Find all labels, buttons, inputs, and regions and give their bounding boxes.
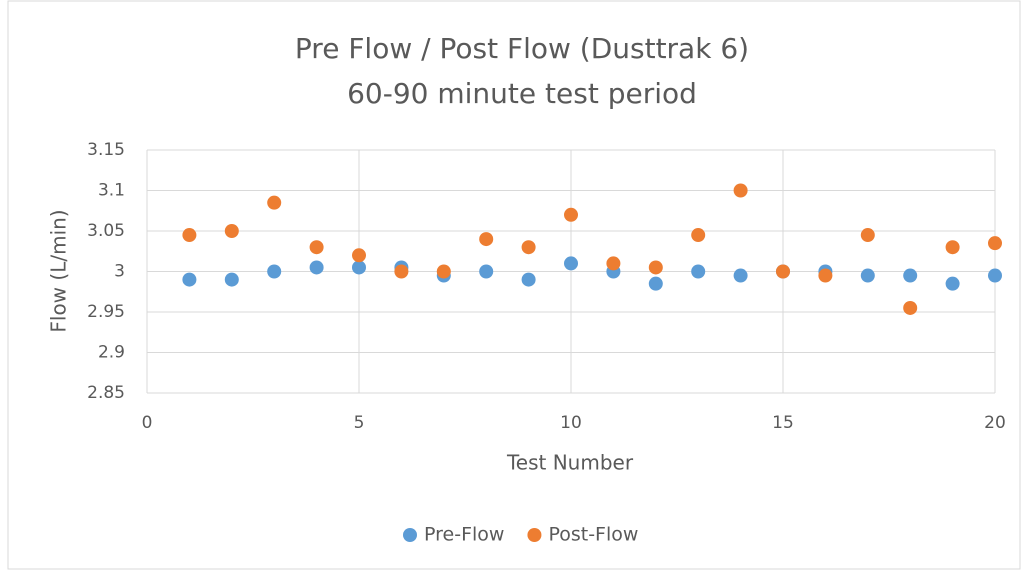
x-tick-label: 20 (984, 413, 1006, 433)
data-point (860, 228, 875, 243)
data-point (860, 268, 875, 283)
data-point (267, 195, 282, 210)
data-point (182, 228, 197, 243)
data-point (733, 183, 748, 198)
data-point (267, 264, 282, 279)
data-point (224, 272, 239, 287)
data-point (691, 264, 706, 279)
data-point (903, 268, 918, 283)
data-point (606, 256, 621, 271)
y-tick-label: 3.15 (87, 140, 125, 160)
data-point (818, 268, 833, 283)
data-point (352, 248, 366, 263)
data-point (988, 268, 1002, 283)
data-point (479, 232, 494, 247)
data-point (776, 264, 790, 279)
data-point (945, 240, 960, 255)
data-point (309, 240, 324, 255)
data-point (182, 272, 197, 287)
x-tick-label: 5 (354, 413, 365, 433)
y-tick-label: 2.9 (98, 343, 125, 363)
data-point (564, 207, 578, 222)
data-point (479, 264, 494, 279)
legend-label: Pre-Flow (424, 524, 504, 546)
data-point (394, 264, 409, 279)
data-point (352, 260, 366, 275)
data-point (521, 272, 536, 287)
y-tick-label: 3 (114, 262, 125, 282)
data-point (224, 224, 239, 238)
data-point (436, 264, 451, 279)
data-point (988, 236, 1002, 251)
data-point (564, 256, 578, 271)
x-tick-label: 10 (560, 413, 582, 433)
x-axis-label: Test Number (506, 451, 634, 475)
data-point (521, 240, 536, 255)
legend-marker (403, 528, 417, 542)
data-point (309, 260, 324, 275)
y-axis-label: Flow (L/min) (47, 209, 71, 332)
y-tick-label: 2.95 (87, 302, 125, 322)
y-tick-label: 3.05 (87, 221, 125, 241)
data-point (903, 300, 918, 315)
chart-title: Pre Flow / Post Flow (Dusttrak 6) (295, 32, 749, 65)
data-point (691, 228, 706, 243)
legend-marker (527, 528, 542, 542)
x-tick-label: 15 (772, 413, 794, 433)
data-point (648, 260, 663, 275)
data-point (648, 276, 663, 291)
y-tick-label: 2.85 (87, 383, 125, 403)
data-point (945, 276, 960, 291)
legend-label: Post-Flow (548, 524, 638, 546)
data-point (733, 268, 748, 283)
x-tick-label: 0 (142, 413, 153, 433)
chart-subtitle: 60-90 minute test period (347, 77, 697, 110)
chart-frame (7, 0, 1021, 570)
y-tick-label: 3.1 (98, 181, 125, 201)
